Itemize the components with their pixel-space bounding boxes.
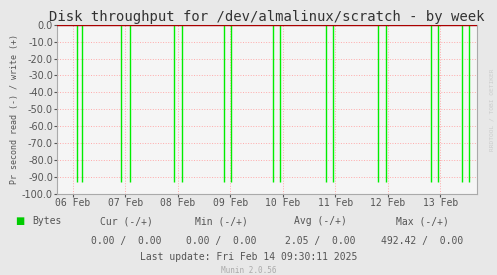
Text: Last update: Fri Feb 14 09:30:11 2025: Last update: Fri Feb 14 09:30:11 2025 [140, 252, 357, 262]
Text: 492.42 /  0.00: 492.42 / 0.00 [381, 236, 464, 246]
Text: 0.00 /  0.00: 0.00 / 0.00 [186, 236, 256, 246]
Y-axis label: Pr second read (-) / write (+): Pr second read (-) / write (+) [10, 34, 19, 184]
Text: ■: ■ [15, 216, 24, 226]
Text: Avg (-/+): Avg (-/+) [294, 216, 347, 226]
Text: Munin 2.0.56: Munin 2.0.56 [221, 266, 276, 274]
Title: Disk throughput for /dev/almalinux/scratch - by week: Disk throughput for /dev/almalinux/scrat… [49, 10, 485, 24]
Text: Bytes: Bytes [32, 216, 62, 226]
Text: Min (-/+): Min (-/+) [195, 216, 248, 226]
Text: RRDTOOL / TOBI OETIKER: RRDTOOL / TOBI OETIKER [490, 69, 495, 151]
Text: Cur (-/+): Cur (-/+) [100, 216, 153, 226]
Text: 0.00 /  0.00: 0.00 / 0.00 [91, 236, 162, 246]
Text: Max (-/+): Max (-/+) [396, 216, 449, 226]
Text: 2.05 /  0.00: 2.05 / 0.00 [285, 236, 356, 246]
